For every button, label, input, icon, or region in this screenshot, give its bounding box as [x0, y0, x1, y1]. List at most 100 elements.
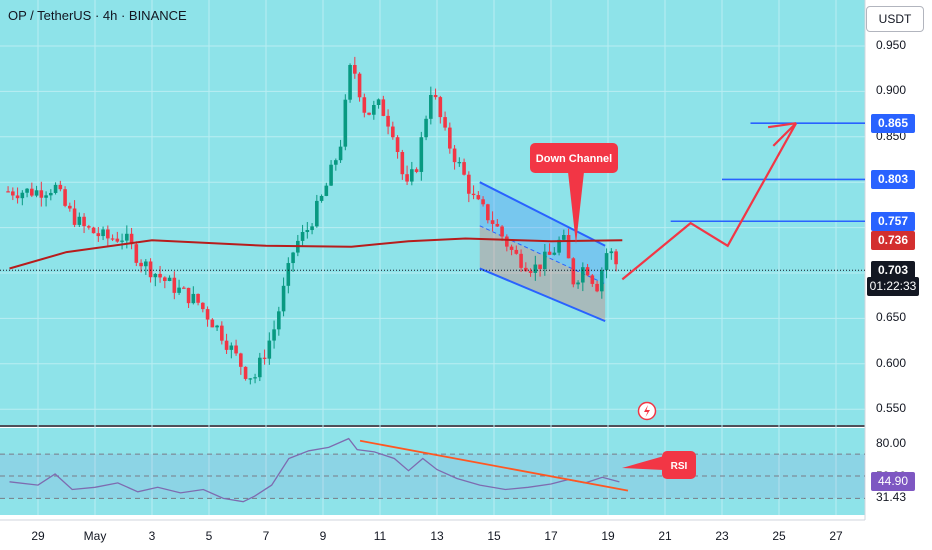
candle-body	[220, 325, 224, 341]
candle-body	[566, 235, 571, 259]
candle-body	[486, 204, 490, 221]
candle-body	[77, 216, 82, 225]
time-axis-label: 9	[320, 529, 327, 543]
candle-body	[277, 311, 281, 330]
candle-body	[63, 189, 67, 206]
candle-body	[614, 251, 618, 265]
rsi-trendline	[359, 439, 629, 492]
projection-arrow-head	[772, 122, 797, 147]
candle-body	[514, 249, 519, 254]
price-tick: 0.950	[876, 38, 907, 52]
candle-body	[129, 233, 134, 245]
candle-body	[452, 148, 457, 163]
rsi-callout-pointer	[622, 456, 664, 470]
candle-body	[391, 126, 395, 138]
time-axis-label: 11	[374, 529, 387, 543]
candle-body	[448, 127, 452, 149]
candle-body	[6, 191, 10, 193]
grid-lines	[0, 0, 865, 515]
candle-body	[467, 174, 471, 194]
lightning-icon-bolt	[644, 405, 650, 417]
candle-body	[144, 261, 148, 267]
down-channel-callout: Down Channel	[530, 143, 618, 244]
time-axis-label: 21	[658, 529, 672, 543]
candle-body	[604, 253, 609, 271]
candle-body	[87, 226, 91, 228]
candle-body	[210, 319, 215, 328]
candle-body	[324, 185, 329, 196]
candle-body	[585, 267, 590, 276]
candle-body	[395, 137, 400, 153]
candle-body	[120, 240, 124, 242]
candle-body	[443, 117, 447, 128]
candle-body	[125, 233, 129, 241]
candle-body	[495, 223, 500, 227]
candle-body	[609, 251, 614, 254]
candle-body	[11, 191, 15, 196]
candle-body	[239, 353, 243, 367]
time-axis-label: 19	[601, 529, 615, 543]
candle-body	[163, 277, 167, 281]
candle-body	[167, 277, 172, 281]
candle-body	[49, 192, 53, 196]
candle-body	[258, 357, 262, 378]
candle-body	[576, 282, 580, 285]
lightning-icon	[637, 401, 657, 421]
candle-body	[158, 273, 162, 278]
candle-body	[196, 293, 200, 303]
moving-average-line	[9, 237, 623, 270]
candle-body	[595, 283, 599, 292]
candle-body	[286, 263, 291, 286]
candle-body	[476, 195, 481, 200]
candle-body	[429, 95, 433, 119]
candle-body	[400, 152, 405, 175]
time-axis-label: 25	[772, 529, 786, 543]
candle-body	[153, 273, 158, 278]
candle-body	[490, 220, 495, 224]
candle-body	[205, 309, 210, 320]
candle-body	[414, 169, 419, 172]
rsi-callout-box	[662, 451, 696, 479]
candle-body	[376, 99, 381, 106]
price-tick: 0.650	[876, 310, 907, 325]
candle-body	[353, 65, 357, 74]
currency-button[interactable]: USDT	[866, 6, 924, 32]
candle-body	[367, 112, 371, 115]
projection-arrow-head	[767, 122, 797, 129]
time-axis	[0, 520, 932, 550]
candle-body	[524, 267, 528, 272]
price-tag: 0.703	[871, 260, 915, 280]
price-tag: 0.736	[871, 230, 915, 250]
candle-body	[481, 199, 485, 205]
candle-body	[372, 105, 376, 115]
candle-body	[253, 377, 257, 379]
candle-body	[148, 261, 153, 278]
candle-body	[106, 229, 110, 239]
candle-body	[348, 65, 352, 100]
time-axis-label: 27	[829, 529, 843, 543]
rsi-tick: 31.43	[876, 489, 907, 504]
candle-body	[500, 226, 504, 237]
candle-body	[338, 146, 343, 161]
candle-body	[262, 357, 267, 359]
candle-body	[362, 97, 367, 113]
candle-body	[191, 293, 196, 304]
channel-lower-line	[479, 267, 606, 323]
rsi-tick: 80.00	[876, 436, 907, 450]
candle-body	[58, 184, 63, 190]
candle-body	[571, 258, 576, 285]
time-axis-label: 23	[715, 529, 729, 543]
callout-box	[530, 143, 618, 173]
candle-body	[82, 216, 86, 227]
candle-body	[410, 169, 414, 182]
time-axis-label: 5	[206, 529, 213, 543]
price-pane	[0, 0, 865, 425]
channel-upper-line	[479, 181, 606, 247]
candle-body	[329, 164, 333, 186]
rsi-current-tag: 44.90	[871, 472, 915, 492]
symbol-title[interactable]: OP / TetherUS · 4h · BINANCE	[8, 8, 187, 23]
candle-body	[15, 195, 20, 199]
candle-body	[39, 190, 44, 198]
candle-body	[182, 287, 186, 289]
